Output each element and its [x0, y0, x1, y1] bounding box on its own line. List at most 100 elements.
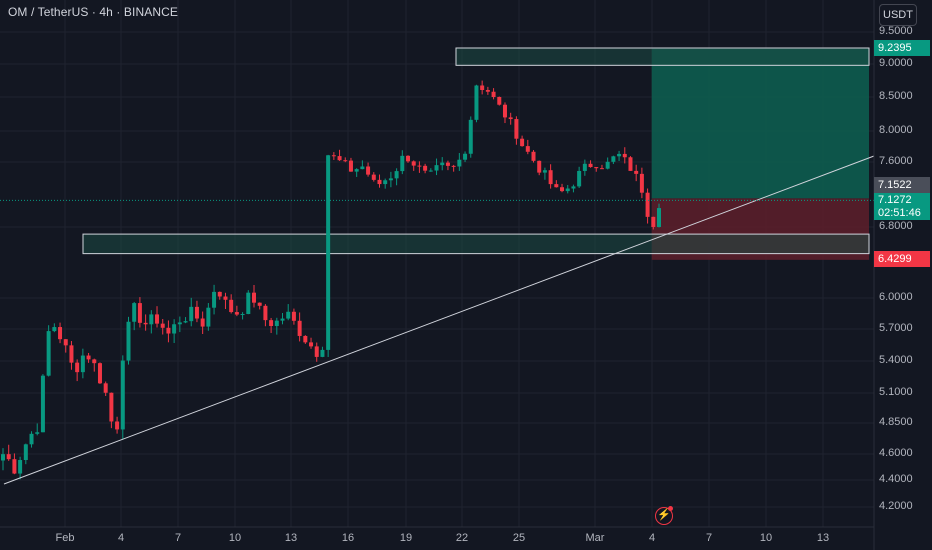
- candle: [35, 432, 40, 434]
- candle: [12, 459, 17, 474]
- candle: [343, 160, 348, 162]
- price-axis-label: 7.6000: [879, 155, 913, 167]
- candle: [491, 91, 496, 98]
- candle: [588, 163, 593, 168]
- candle: [571, 186, 576, 189]
- overlay-layer: [0, 155, 875, 485]
- candle: [172, 324, 177, 334]
- price-axis-label: 4.8500: [879, 416, 913, 428]
- candle: [474, 85, 479, 120]
- candles-layer: [1, 80, 661, 480]
- price-axis-label: 5.1000: [879, 386, 913, 398]
- candle: [617, 153, 622, 157]
- candle: [645, 192, 650, 217]
- candle: [246, 292, 251, 315]
- candle: [520, 138, 525, 147]
- resistance-zone: [455, 47, 870, 66]
- candle: [554, 184, 559, 188]
- candle: [109, 392, 114, 422]
- candle: [86, 355, 91, 360]
- candle: [388, 178, 393, 181]
- candle: [155, 314, 160, 324]
- candle: [548, 170, 553, 185]
- candle: [485, 89, 490, 92]
- price-axis-label: 6.0000: [879, 291, 913, 303]
- time-axis-label: 22: [455, 532, 469, 544]
- candle: [406, 155, 411, 162]
- candle: [383, 180, 388, 185]
- candle: [46, 331, 51, 376]
- candle: [6, 454, 11, 460]
- time-axis-label: 4: [117, 532, 125, 544]
- candle: [206, 307, 211, 327]
- candle: [291, 311, 296, 321]
- time-axis-label: 19: [399, 532, 413, 544]
- price-axis-label: 8.5000: [879, 90, 913, 102]
- candle: [63, 339, 68, 346]
- candle: [217, 291, 222, 297]
- candle: [29, 433, 34, 445]
- candle: [582, 163, 587, 171]
- candle: [212, 291, 217, 308]
- candle: [183, 321, 188, 323]
- candle: [514, 119, 519, 139]
- candle: [75, 362, 80, 373]
- candle: [480, 85, 485, 90]
- candle: [97, 363, 102, 384]
- candle: [651, 216, 656, 227]
- candle: [394, 171, 399, 179]
- candle: [497, 97, 502, 105]
- candle: [52, 327, 57, 332]
- candle: [320, 349, 325, 357]
- candle: [463, 153, 468, 160]
- price-axis-label: 9.5000: [879, 25, 913, 37]
- candle: [115, 421, 120, 430]
- candle: [143, 322, 148, 325]
- last-price-value: 7.1272: [878, 194, 912, 206]
- entry-price-tag: 7.1522: [874, 177, 930, 193]
- long-target-zone: [651, 48, 869, 199]
- candle: [428, 170, 433, 172]
- candle: [457, 159, 462, 167]
- currency-button[interactable]: USDT: [879, 4, 917, 26]
- candle: [440, 162, 445, 166]
- target-price-tag: 9.2395: [874, 40, 930, 56]
- candle: [1, 454, 5, 461]
- price-axis-label: 4.4000: [879, 473, 913, 485]
- candle: [360, 166, 365, 170]
- candle: [303, 335, 308, 343]
- candle: [194, 306, 199, 319]
- candle: [611, 156, 616, 162]
- candle: [337, 156, 342, 161]
- candle: [132, 303, 137, 322]
- candle: [286, 311, 291, 319]
- candle: [445, 162, 450, 166]
- candle: [377, 179, 382, 185]
- candle: [639, 173, 644, 193]
- candle: [166, 327, 171, 334]
- time-axis-label: 13: [284, 532, 298, 544]
- candle: [577, 170, 582, 187]
- candle: [58, 327, 63, 340]
- notification-dot: [668, 506, 673, 511]
- candle: [594, 167, 599, 169]
- chart-zones: [82, 47, 870, 260]
- candle: [23, 444, 28, 461]
- price-axis-label: 4.6000: [879, 447, 913, 459]
- price-axis-label: 6.8000: [879, 220, 913, 232]
- stop-price-tag: 6.4299: [874, 251, 930, 267]
- candle: [599, 168, 604, 170]
- candle: [411, 161, 416, 166]
- price-axis-label: 5.4000: [879, 354, 913, 366]
- candle: [423, 165, 428, 171]
- time-axis-label: 10: [228, 532, 242, 544]
- flash-icon[interactable]: ⚡: [655, 507, 673, 525]
- candle: [314, 346, 319, 357]
- candle: [234, 312, 239, 315]
- candle: [240, 314, 245, 316]
- candle: [537, 160, 542, 173]
- symbol-title[interactable]: OM / TetherUS · 4h · BINANCE: [8, 5, 178, 19]
- time-axis-label: Feb: [55, 532, 75, 544]
- candle: [126, 321, 131, 361]
